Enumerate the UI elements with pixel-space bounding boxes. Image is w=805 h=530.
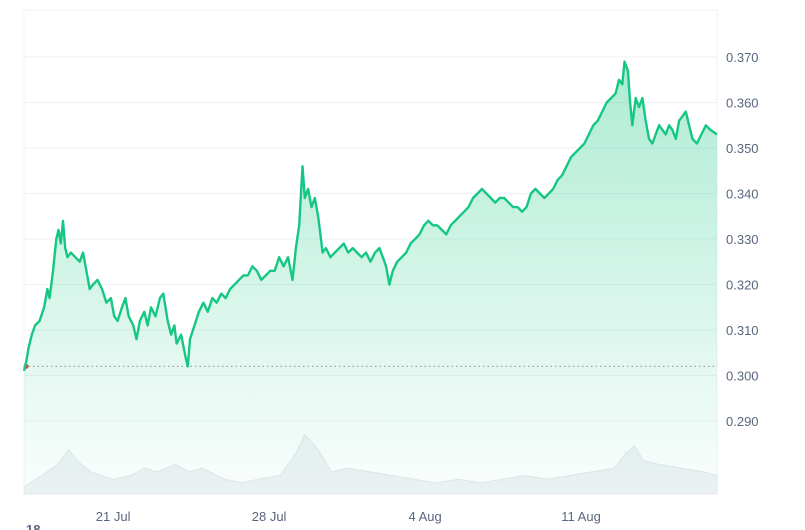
y-tick-label: 0.340: [726, 187, 759, 202]
y-tick-label: 0.370: [726, 50, 759, 65]
x-tick-label: 11 Aug: [561, 509, 601, 524]
x-axis-ticks: 21 Jul 28 Jul 4 Aug 11 Aug: [96, 509, 601, 524]
price-area-fill: [24, 61, 717, 494]
y-tick-label: 0.350: [726, 141, 759, 156]
price-area: [24, 61, 717, 494]
y-tick-label: 0.300: [726, 369, 759, 384]
x-tick-label: 21 Jul: [96, 509, 131, 524]
price-line: [22, 60, 718, 372]
x-tick-label: 4 Aug: [408, 509, 441, 524]
y-tick-label: 0.320: [726, 278, 759, 293]
y-axis-ticks: 0.370 0.360 0.350 0.340 0.330 0.320 0.310 0.300…: [726, 50, 759, 429]
x-tick-label: 28 Jul: [252, 509, 287, 524]
y-tick-label: 0.330: [726, 232, 759, 247]
y-tick-label: 0.290: [726, 414, 759, 429]
y-tick-label: 0.310: [726, 323, 759, 338]
price-series-line: [22, 60, 718, 372]
partial-bottom-label: 18: [26, 522, 40, 530]
y-tick-label: 0.360: [726, 96, 759, 111]
